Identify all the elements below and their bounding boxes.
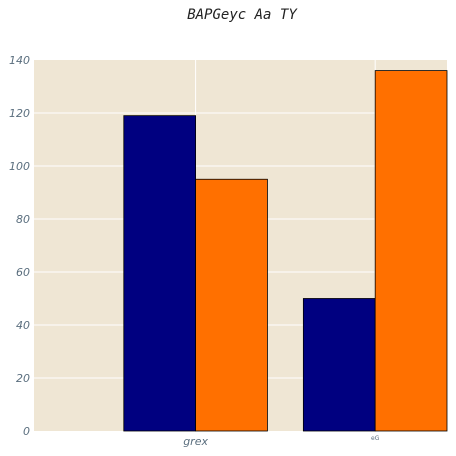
x-tick-label: grex	[183, 435, 208, 448]
y-tick-label: 40	[16, 319, 30, 332]
y-tick-label: 80	[16, 213, 30, 226]
bar	[374, 70, 448, 432]
y-tick-label: 60	[16, 266, 30, 279]
y-tick-label: 20	[16, 372, 30, 385]
bar	[302, 298, 376, 432]
chart-title: BAPGeyc Aa TY	[187, 7, 298, 23]
y-tick-label: 120	[9, 107, 30, 120]
bar	[195, 178, 268, 432]
y-axis: 0 20 40 60 80 100 120 140	[9, 54, 30, 438]
bar	[123, 115, 197, 432]
x-tick-label: eG	[371, 435, 380, 442]
y-tick-label: 0	[23, 425, 30, 438]
y-tick-label: 100	[9, 160, 30, 173]
x-axis: grex eG	[183, 435, 379, 448]
bars	[123, 70, 448, 432]
y-tick-label: 140	[9, 54, 30, 67]
